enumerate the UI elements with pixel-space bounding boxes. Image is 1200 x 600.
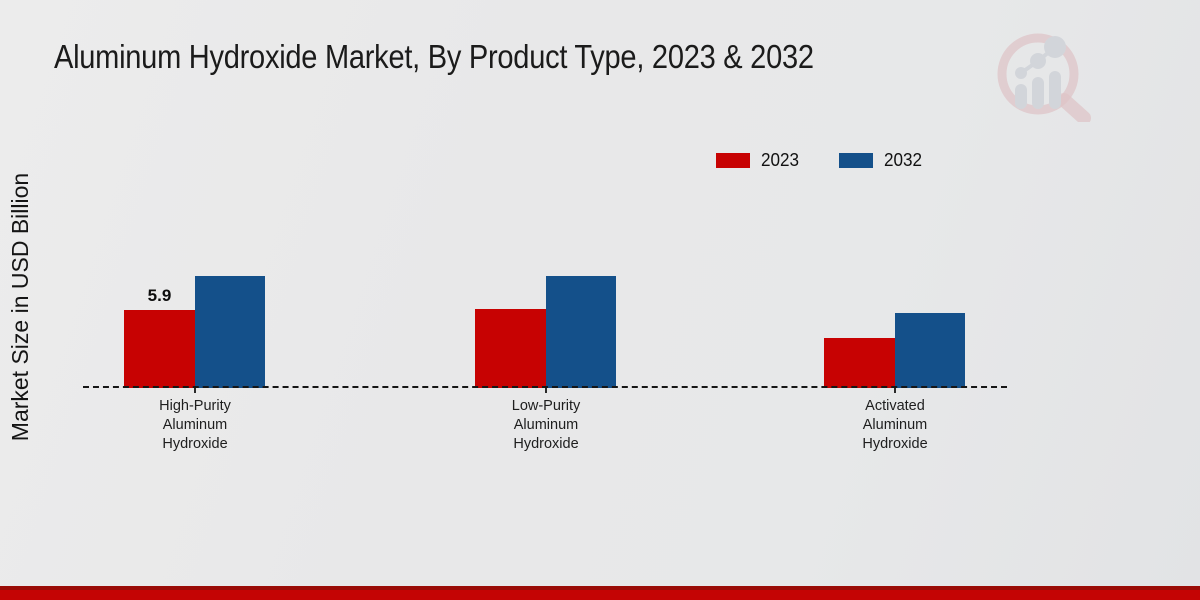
legend-item-2032: 2032 bbox=[839, 150, 924, 171]
category-label-high-purity: High-Purity Aluminum Hydroxide bbox=[105, 397, 285, 454]
x-axis-baseline bbox=[83, 386, 1007, 388]
footer-accent-band bbox=[0, 586, 1200, 600]
x-axis-tick-1 bbox=[545, 388, 547, 393]
legend: 2023 2032 bbox=[716, 150, 924, 171]
category-label-line: Low-Purity bbox=[511, 398, 581, 414]
bar-2032-category-0 bbox=[195, 276, 265, 388]
chart-title: Aluminum Hydroxide Market, By Product Ty… bbox=[54, 38, 814, 75]
category-label-line: High-Purity bbox=[159, 398, 231, 414]
category-label-low-purity: Low-Purity Aluminum Hydroxide bbox=[456, 397, 636, 454]
x-axis-tick-0 bbox=[194, 388, 196, 393]
category-label-line: Activated bbox=[865, 398, 925, 414]
bar-data-label: 5.9 bbox=[147, 286, 172, 306]
category-label-line: Aluminum bbox=[513, 417, 579, 433]
bar-2032-category-2 bbox=[895, 313, 965, 388]
category-label-line: Hydroxide bbox=[513, 436, 579, 452]
bar-2023-category-0 bbox=[124, 310, 195, 388]
legend-item-2023: 2023 bbox=[716, 150, 801, 171]
category-label-line: Aluminum bbox=[162, 417, 228, 433]
category-label-line: Hydroxide bbox=[862, 436, 928, 452]
bar-2032-category-1 bbox=[546, 276, 616, 388]
legend-label-2023: 2023 bbox=[761, 150, 800, 170]
bar-2023-category-2 bbox=[824, 338, 895, 388]
bar-2023-category-1 bbox=[475, 309, 546, 388]
category-label-line: Aluminum bbox=[862, 417, 928, 433]
legend-swatch-2032 bbox=[839, 153, 874, 168]
category-label-activated: Activated Aluminum Hydroxide bbox=[805, 397, 985, 454]
x-axis-tick-2 bbox=[894, 388, 896, 393]
magnifier-growth-chart-logo-icon bbox=[997, 33, 1091, 122]
legend-swatch-2023 bbox=[716, 153, 750, 168]
legend-label-2032: 2032 bbox=[884, 150, 923, 170]
category-label-line: Hydroxide bbox=[162, 436, 228, 452]
